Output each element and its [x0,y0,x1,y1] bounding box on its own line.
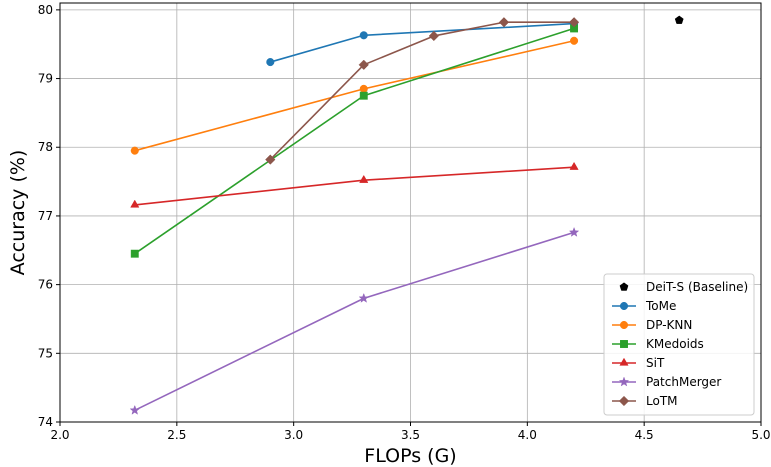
x-tick-label: 3.0 [284,428,303,442]
legend-item-dp-knn: DP-KNN [612,318,692,332]
y-tick-label: 79 [38,72,53,86]
data-point-lotm [428,30,440,42]
legend-marker [618,376,630,387]
ticks: 2.0 2.5 3.0 3.5 4.0 4.5 5.0 74 75 76 77 78 79 80 [38,3,771,442]
data-point-lotm [568,17,580,28]
data-point-sit [569,161,579,170]
legend-item-deit-s-baseline: DeiT-S (Baseline) [619,280,748,294]
x-tick-label: 4.0 [518,428,537,442]
series-layer [129,15,684,415]
legend-label: DeiT-S (Baseline) [646,280,748,294]
series-deit-s-baseline [674,15,684,24]
legend: DeiT-S (Baseline) ToMe DP-KNN KMedoids SiT Pa… [603,273,755,416]
x-tick-label: 5.0 [751,428,770,442]
y-axis-title: Accuracy (%) [7,150,29,276]
legend-item-patchmerger: PatchMerger [612,375,721,389]
series-dp-knn [130,36,579,155]
y-tick-label: 75 [38,346,53,360]
x-tick-label: 4.5 [635,428,654,442]
data-point-patchmerger [358,292,370,303]
legend-marker [619,357,629,366]
legend-label: DP-KNN [646,318,692,332]
series-patchmerger [129,226,580,415]
y-tick-label: 76 [38,278,53,292]
legend-marker [620,340,628,348]
legend-box [603,273,755,416]
legend-marker [619,320,629,330]
data-point-tome [266,58,275,67]
x-tick-label: 2.0 [50,428,69,442]
legend-item-kmedoids: KMedoids [612,337,704,351]
series-lotm [265,17,580,165]
series-tome [266,19,579,67]
data-point-tome [359,31,368,40]
legend-label: LoTM [646,394,678,408]
data-point-deit-s-baseline [674,15,684,24]
legend-marker [619,282,629,291]
data-point-dp-knn [130,146,139,155]
legend-label: ToMe [645,299,676,313]
y-tick-label: 80 [38,3,53,17]
legend-item-tome: ToMe [612,299,676,313]
data-point-dp-knn [359,84,368,93]
x-axis-title: FLOPs (G) [364,445,456,467]
data-point-sit [359,174,369,183]
y-tick-label: 74 [38,415,53,429]
data-point-dp-knn [570,36,579,45]
legend-label: KMedoids [646,337,704,351]
data-point-lotm [265,154,276,165]
x-tick-label: 3.5 [401,428,420,442]
data-point-patchmerger [568,226,580,237]
data-point-kmedoids [130,249,139,258]
legend-label: PatchMerger [646,375,721,389]
legend-item-sit: SiT [612,356,665,370]
data-point-lotm [498,17,510,28]
y-tick-label: 78 [38,140,53,154]
data-point-patchmerger [129,404,141,415]
legend-marker [619,301,629,311]
data-point-sit [130,199,140,208]
legend-label: SiT [646,356,665,370]
data-point-lotm [358,59,369,70]
y-tick-label: 77 [38,209,53,223]
series-sit [130,161,579,208]
data-point-kmedoids [359,91,368,100]
x-tick-label: 2.5 [167,428,186,442]
legend-marker [618,395,630,407]
legend-item-lotm: LoTM [612,394,678,408]
